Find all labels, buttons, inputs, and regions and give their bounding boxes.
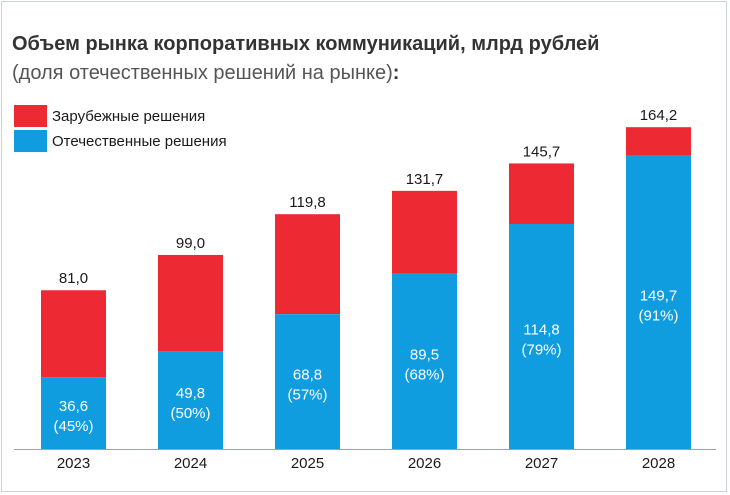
total-label-2028: 164,2	[640, 107, 678, 124]
total-label-2024: 99,0	[176, 235, 205, 252]
domestic-share-label-2026: (68%)	[404, 366, 444, 383]
total-label-2025: 119,8	[289, 194, 325, 211]
total-label-2027: 145,7	[523, 143, 561, 160]
bar-foreign-2024	[158, 254, 223, 352]
x-tick-label-2025: 2025	[291, 455, 324, 472]
x-tick-label-2028: 2028	[642, 455, 675, 472]
bar-domestic-2027	[509, 223, 574, 449]
domestic-share-label-2028: (91%)	[638, 307, 678, 324]
chart-subtitle-text: (доля отечественных решений на рынке)	[12, 62, 393, 84]
bar-foreign-2028	[626, 127, 691, 156]
domestic-share-label-2027: (79%)	[521, 341, 561, 358]
bar-domestic-2026	[392, 273, 457, 449]
legend-label-domestic: Отечественные решения	[52, 132, 227, 150]
legend-label-foreign: Зарубежные решения	[52, 107, 206, 125]
bar-foreign-2023	[41, 290, 106, 378]
chart-title: Объем рынка корпоративных коммуникаций, …	[12, 33, 600, 55]
domestic-value-label-2027: 114,8	[523, 321, 559, 338]
x-tick-label-2027: 2027	[525, 455, 558, 472]
domestic-value-label-2024: 49,8	[176, 385, 205, 402]
domestic-share-label-2025: (57%)	[287, 387, 327, 404]
domestic-value-label-2028: 149,7	[640, 287, 678, 304]
legend-item-foreign: Зарубежные решения	[14, 105, 205, 127]
bar-foreign-2026	[392, 190, 457, 274]
total-label-2023: 81,0	[59, 270, 88, 287]
domestic-value-label-2025: 68,8	[293, 367, 322, 384]
domestic-share-label-2023: (45%)	[53, 418, 93, 435]
x-tick-label-2023: 2023	[57, 455, 90, 472]
x-tick-label-2026: 2026	[408, 455, 441, 472]
bar-foreign-2025	[275, 214, 340, 315]
bar-domestic-2024	[158, 351, 223, 449]
x-tick-label-2024: 2024	[174, 455, 207, 472]
domestic-value-label-2026: 89,5	[410, 346, 439, 363]
legend-item-domestic: Отечественные решения	[14, 130, 227, 152]
domestic-share-label-2024: (50%)	[170, 405, 210, 422]
bar-domestic-2025	[275, 314, 340, 449]
legend-swatch-domestic	[14, 130, 47, 152]
domestic-value-label-2023: 36,6	[59, 398, 88, 415]
bar-domestic-2028	[626, 155, 691, 449]
total-label-2026: 131,7	[406, 171, 444, 188]
bar-foreign-2027	[509, 163, 574, 224]
bar-domestic-2023	[41, 377, 106, 449]
chart-subtitle-colon: :	[392, 62, 400, 84]
legend-swatch-foreign	[14, 105, 47, 127]
chart-subtitle: (доля отечественных решений на рынке):	[12, 62, 399, 85]
